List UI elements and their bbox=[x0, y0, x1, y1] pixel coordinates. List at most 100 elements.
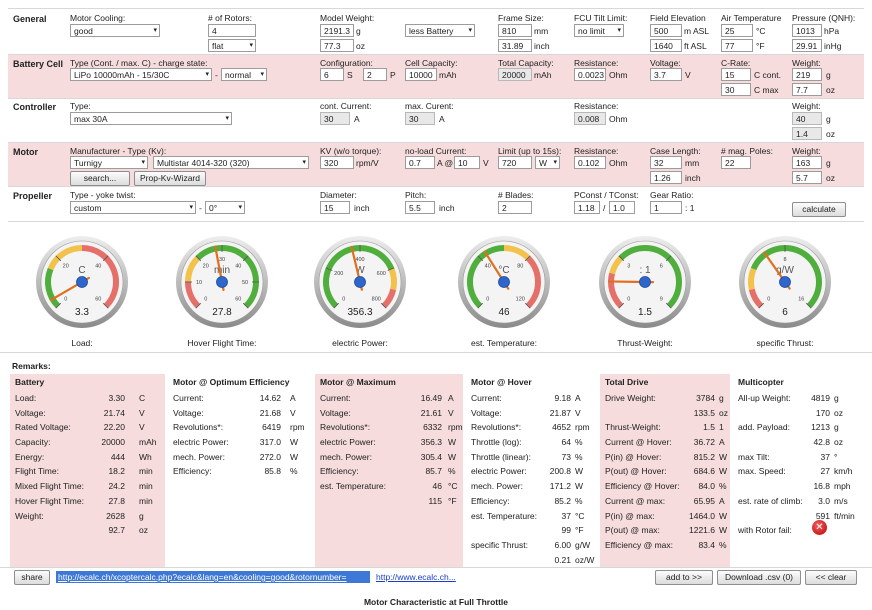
motor-weight-g-input[interactable]: 163 bbox=[792, 156, 822, 169]
remarks-key: add. Payload: bbox=[738, 422, 790, 433]
battery-volt-input[interactable]: 3.7 bbox=[650, 68, 682, 81]
noload-a-input[interactable]: 0.7 bbox=[405, 156, 435, 169]
remarks-key: electric Power: bbox=[471, 466, 527, 477]
air-temp-c-input[interactable]: 25 bbox=[721, 24, 753, 37]
model-weight-oz-input[interactable]: 77.3 bbox=[320, 39, 354, 52]
controller-res-unit: Ohm bbox=[609, 114, 628, 124]
battery-type-select[interactable]: LiPo 10000mAh - 15/30C ▾ bbox=[70, 68, 212, 81]
poles-label: # mag. Poles: bbox=[721, 146, 773, 156]
pitch-input[interactable]: 5.5 bbox=[405, 201, 435, 214]
battery-volt-label: Voltage: bbox=[650, 58, 681, 68]
prop-type-select[interactable]: custom ▾ bbox=[70, 201, 196, 214]
config-s-input[interactable]: 6 bbox=[320, 68, 344, 81]
gauge-tick bbox=[524, 255, 531, 262]
remarks-key: Flight Time: bbox=[15, 466, 59, 477]
remarks-value: 305.4 bbox=[420, 451, 442, 462]
yoke-twist-select[interactable]: 0° ▾ bbox=[205, 201, 245, 214]
remarks-unit: rpm bbox=[448, 422, 463, 433]
remarks-key: P(in) @ max: bbox=[605, 510, 655, 521]
gear-ratio-input[interactable]: 1 bbox=[650, 201, 682, 214]
crate-cont-input[interactable]: 15 bbox=[721, 68, 751, 81]
motor-res-input[interactable]: 0.102 bbox=[574, 156, 606, 169]
remarks-row: Voltage: 21.61 V bbox=[320, 406, 458, 421]
field-elev-m-input[interactable]: 500 bbox=[650, 24, 682, 37]
remarks-row: specific Thrust: 6.00 g/W bbox=[471, 538, 593, 553]
remarks-unit: W bbox=[719, 466, 728, 477]
frame-size-mm-input[interactable]: 810 bbox=[498, 24, 532, 37]
motor-weight-oz-input[interactable]: 5.7 bbox=[792, 171, 822, 184]
noload-v-input[interactable]: 10 bbox=[454, 156, 480, 169]
remarks-row: Voltage: 21.68 V bbox=[173, 406, 308, 421]
calculate-button[interactable]: calculate bbox=[792, 202, 846, 217]
controller-type-select[interactable]: max 30A ▾ bbox=[70, 112, 232, 125]
remarks-heading: Battery bbox=[15, 377, 45, 387]
motor-search-button[interactable]: search... bbox=[70, 171, 130, 186]
diameter-input[interactable]: 15 bbox=[320, 201, 350, 214]
case-length-mm-input[interactable]: 32 bbox=[650, 156, 682, 169]
pressure-inhg-unit: inHg bbox=[824, 41, 842, 51]
frame-type-select[interactable]: flat ▾ bbox=[208, 39, 256, 52]
limit-unit-select[interactable]: W ▾ bbox=[535, 156, 560, 169]
pitch-unit: inch bbox=[439, 203, 455, 213]
remarks-unit: V bbox=[139, 407, 145, 418]
controller-max-value: 30 bbox=[405, 112, 435, 125]
remarks-key: Efficiency: bbox=[471, 495, 510, 506]
remarks-key: Efficiency: bbox=[173, 466, 212, 477]
gauge-tick-label: 9 bbox=[660, 296, 663, 302]
add-to-button[interactable]: add to >> bbox=[655, 570, 713, 585]
remarks-unit: m/s bbox=[834, 495, 848, 506]
prop-kv-wizard-button[interactable]: Prop-Kv-Wizard bbox=[134, 171, 206, 186]
model-weight-g-input[interactable]: 2191.3 bbox=[320, 24, 354, 37]
gauge-hub bbox=[639, 276, 651, 288]
pressure-label: Pressure (QNH): bbox=[792, 13, 856, 23]
battery-res-input[interactable]: 0.0023 bbox=[574, 68, 606, 81]
pressure-hpa-unit: hPa bbox=[824, 26, 840, 36]
motor-cooling-select[interactable]: good ▾ bbox=[70, 24, 160, 37]
pressure-inhg-input[interactable]: 29.91 bbox=[792, 39, 822, 52]
rotors-input[interactable]: 4 bbox=[208, 24, 256, 37]
case-length-inch-input[interactable]: 1.26 bbox=[650, 171, 682, 184]
gauge-tick bbox=[102, 302, 109, 309]
field-elev-ft-input[interactable]: 1640 bbox=[650, 39, 682, 52]
weight-mode-select[interactable]: less Battery ▾ bbox=[405, 24, 475, 37]
controller-type-label: Type: bbox=[70, 101, 91, 111]
blades-input[interactable]: 2 bbox=[498, 201, 532, 214]
share-button[interactable]: share bbox=[14, 570, 50, 585]
battery-res-unit: Ohm bbox=[609, 70, 628, 80]
prop-dash: - bbox=[199, 203, 202, 213]
air-temp-f-unit: °F bbox=[756, 41, 765, 51]
poles-input[interactable]: 22 bbox=[721, 156, 751, 169]
download-csv-button[interactable]: Download .csv (0) bbox=[717, 570, 801, 585]
frame-size-inch-input[interactable]: 31.89 bbox=[498, 39, 532, 52]
air-temp-f-input[interactable]: 77 bbox=[721, 39, 753, 52]
motor-type-select[interactable]: Multistar 4014-320 (320) ▾ bbox=[153, 156, 309, 169]
share-url-field[interactable]: http://ecalc.ch/xcoptercalc.php?ecalc&la… bbox=[56, 571, 370, 583]
controller-weight-label: Weight: bbox=[792, 101, 821, 111]
remarks-key: Throttle (log): bbox=[471, 437, 522, 448]
gauge-band-green bbox=[467, 245, 505, 309]
battery-weight-g-input[interactable]: 219 bbox=[792, 68, 822, 81]
battery-dash: - bbox=[215, 70, 218, 80]
gauge-tick-label: 20 bbox=[63, 264, 69, 270]
remarks-row: Hover Flight Time: 27.8 min bbox=[15, 494, 160, 509]
fcu-tilt-select[interactable]: no limit ▾ bbox=[574, 24, 624, 37]
remarks-unit: % bbox=[719, 481, 727, 492]
charge-state-select[interactable]: normal ▾ bbox=[221, 68, 267, 81]
limit-input[interactable]: 720 bbox=[498, 156, 532, 169]
kv-input[interactable]: 320 bbox=[320, 156, 354, 169]
ecalc-site-link[interactable]: http://www.ecalc.ch... bbox=[376, 572, 456, 582]
crate-max-input[interactable]: 30 bbox=[721, 83, 751, 96]
pressure-hpa-input[interactable]: 1013 bbox=[792, 24, 822, 37]
chevron-down-icon: ▾ bbox=[189, 204, 193, 211]
remarks-battery: Battery Load: 3.30 C Voltage: 21.74 V Rated Vol… bbox=[10, 374, 165, 568]
gauge-tick-label: 120 bbox=[516, 296, 525, 302]
cell-cap-input[interactable]: 10000 bbox=[405, 68, 437, 81]
tconst-input[interactable]: 1.0 bbox=[609, 201, 635, 214]
config-p-input[interactable]: 2 bbox=[363, 68, 387, 81]
pconst-input[interactable]: 1.18 bbox=[574, 201, 600, 214]
gauge-tick-label: 10 bbox=[196, 280, 202, 286]
clear-button[interactable]: << clear bbox=[805, 570, 857, 585]
motor-mfr-select[interactable]: Turnigy ▾ bbox=[70, 156, 148, 169]
remarks-row: 99 °F bbox=[471, 523, 593, 538]
battery-weight-oz-input[interactable]: 7.7 bbox=[792, 83, 822, 96]
